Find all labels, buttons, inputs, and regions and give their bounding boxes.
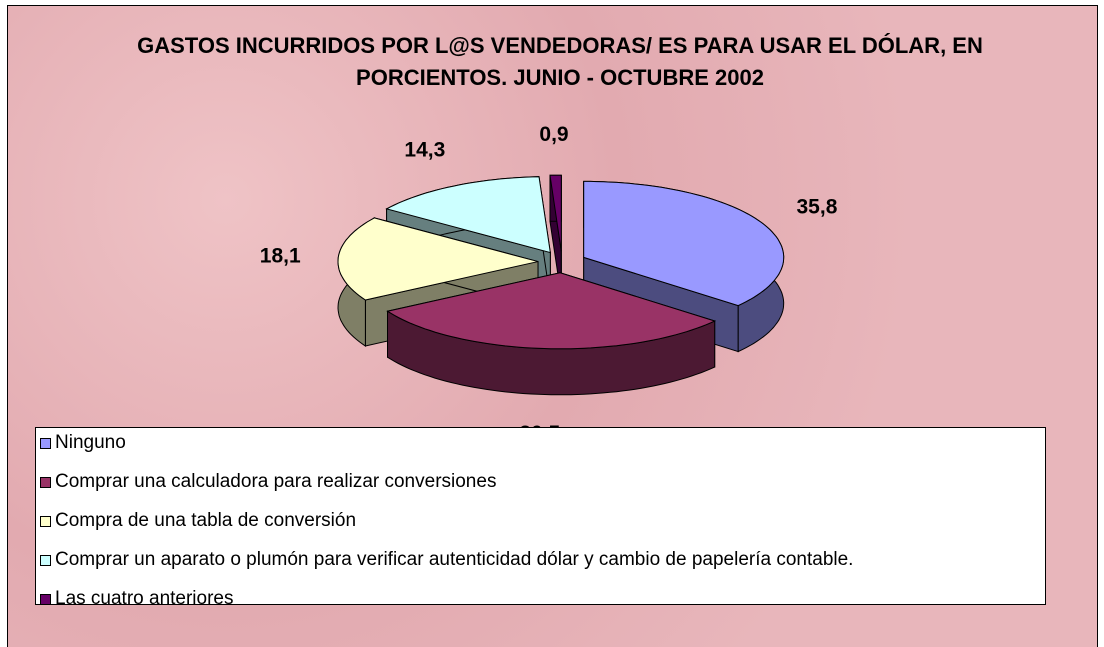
legend-label: Ninguno [55, 432, 126, 453]
slice-top [386, 272, 717, 350]
data-label: 14,3 [404, 139, 445, 162]
legend-swatch [40, 593, 51, 605]
legend-item: Ninguno [40, 432, 126, 454]
slice-top [337, 217, 539, 301]
legend-label: Compra de una tabla de conversión [55, 510, 357, 531]
legend-item: Compra de una tabla de conversión [40, 510, 356, 532]
pie-slice [386, 272, 717, 396]
slice-top [385, 176, 551, 254]
pie-slice [549, 174, 562, 298]
data-label: 35,8 [797, 195, 838, 218]
chart-title: GASTOS INCURRIDOS POR L@S VENDEDORAS/ ES… [137, 33, 983, 90]
legend-label: Las cuatro anteriores [55, 588, 234, 609]
legend-label: Comprar un aparato o plumón para verific… [55, 549, 854, 570]
legend-swatch [40, 515, 51, 527]
legend-swatch [40, 476, 51, 488]
legend-label: Comprar una calculadora para realizar co… [55, 471, 497, 492]
data-label: 0,9 [539, 123, 568, 146]
legend-item: Comprar un aparato o plumón para verific… [40, 549, 853, 571]
legend-item: Comprar una calculadora para realizar co… [40, 471, 496, 493]
slice-top [549, 174, 562, 252]
slice-top [583, 180, 785, 307]
data-label: 18,1 [260, 244, 301, 267]
legend-item: Las cuatro anteriores [40, 588, 234, 610]
legend-swatch [40, 437, 51, 449]
legend-swatch [40, 554, 51, 566]
legend: Ninguno Comprar una calculadora para real… [35, 427, 1046, 609]
